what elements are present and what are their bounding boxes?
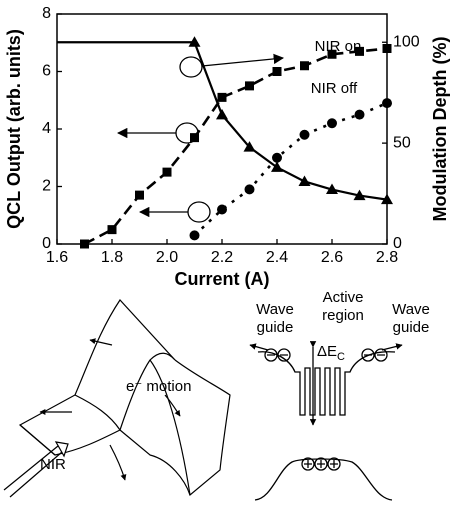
callouts [116, 53, 285, 223]
x-axis-title: Current (A) [175, 269, 270, 289]
y-tick-label: 8 [42, 5, 51, 22]
square-marker [327, 49, 337, 59]
charge-signs [267, 354, 385, 468]
callout-ellipse [179, 56, 203, 78]
electron [277, 348, 291, 362]
square-marker [107, 225, 117, 235]
triangle-marker [243, 141, 256, 152]
motion-arrow [89, 338, 113, 346]
y2-tick-label: 100 [393, 33, 420, 50]
square-marker [80, 239, 89, 249]
edge [19, 424, 56, 456]
square-marker [272, 67, 282, 76]
series-line [83, 47, 388, 246]
y-tick-label: 0 [42, 235, 51, 252]
guide-label: guide [393, 319, 430, 336]
y-axis-title: QCL Output (arb. units) [4, 29, 24, 229]
escape-arrow [249, 343, 269, 351]
y-tick-label: 2 [42, 178, 51, 195]
fold [149, 359, 191, 496]
y-tick-label: 4 [42, 120, 51, 137]
nir-label: NIR [40, 456, 66, 473]
hole [301, 457, 315, 471]
annotation: NIR on [315, 38, 362, 55]
x-tick-label: 2.8 [376, 249, 398, 266]
x-tick-label: 2.0 [156, 249, 178, 266]
circle-marker [217, 204, 227, 215]
square-marker [135, 190, 144, 200]
x-tick-label: 1.8 [101, 249, 123, 266]
delta-subscript: C [337, 351, 345, 363]
square-marker [245, 81, 254, 91]
band-diagram [249, 341, 403, 501]
nir-arrow [3, 445, 63, 498]
series-line [193, 101, 388, 237]
motion-arrow [164, 394, 181, 417]
triangle-marker [271, 161, 283, 172]
hole [314, 457, 328, 471]
guide-label: guide [257, 319, 294, 336]
callout-ellipse [187, 201, 211, 223]
triangle-marker [298, 175, 311, 186]
x-tick-label: 1.6 [46, 249, 68, 266]
callout-arrow [201, 53, 285, 67]
motion-arrow [109, 444, 127, 481]
guide-label: Wave [256, 301, 294, 318]
hole [327, 457, 341, 471]
square-marker [382, 44, 392, 53]
plot: 1.6 1.8 2.0 2.2 2.4 2.6 2.802468050100Current … [4, 5, 450, 289]
electron [361, 348, 375, 362]
callout-ellipse [175, 122, 199, 144]
triangle-marker [188, 36, 201, 47]
circle-marker [299, 129, 310, 140]
y-tick-label: 6 [42, 63, 51, 80]
delta-label: ΔEC [317, 343, 345, 363]
nir-arrowhead [54, 441, 69, 458]
x-tick-label: 2.4 [266, 249, 288, 266]
circle-marker [272, 152, 282, 163]
y2-axis-title: Modulation Depth (%) [430, 37, 450, 222]
fold [74, 394, 121, 431]
circle-marker [354, 109, 365, 120]
square-marker [217, 92, 227, 102]
triangle-marker [381, 193, 393, 205]
active-label: Active [323, 289, 364, 306]
triangle-marker [326, 183, 338, 195]
valence-band [254, 458, 393, 501]
active-label: region [322, 307, 364, 324]
square-marker [190, 133, 199, 143]
square-marker [355, 46, 364, 56]
x-tick-label: 2.2 [211, 249, 233, 266]
electron [374, 348, 388, 362]
square-marker [300, 61, 309, 71]
circle-marker [382, 98, 392, 109]
circle-marker [327, 118, 337, 129]
escape-arrow [381, 343, 403, 351]
triangle-marker [353, 189, 366, 201]
electron [264, 348, 278, 362]
circle-marker [189, 230, 200, 241]
y2-tick-label: 50 [393, 134, 411, 151]
square-marker [162, 167, 172, 177]
x-tick-label: 2.6 [321, 249, 343, 266]
annotation: NIR off [311, 80, 358, 97]
conduction-band [257, 351, 396, 416]
guide-label: Wave [392, 301, 430, 318]
series-line [57, 41, 388, 201]
triangle-marker [216, 108, 228, 120]
delta-text: ΔE [317, 343, 337, 360]
circle-marker [244, 184, 255, 195]
motion-label: e⁻ motion [126, 378, 191, 395]
surface-diagram [3, 299, 231, 498]
y2-tick-label: 0 [393, 235, 402, 252]
